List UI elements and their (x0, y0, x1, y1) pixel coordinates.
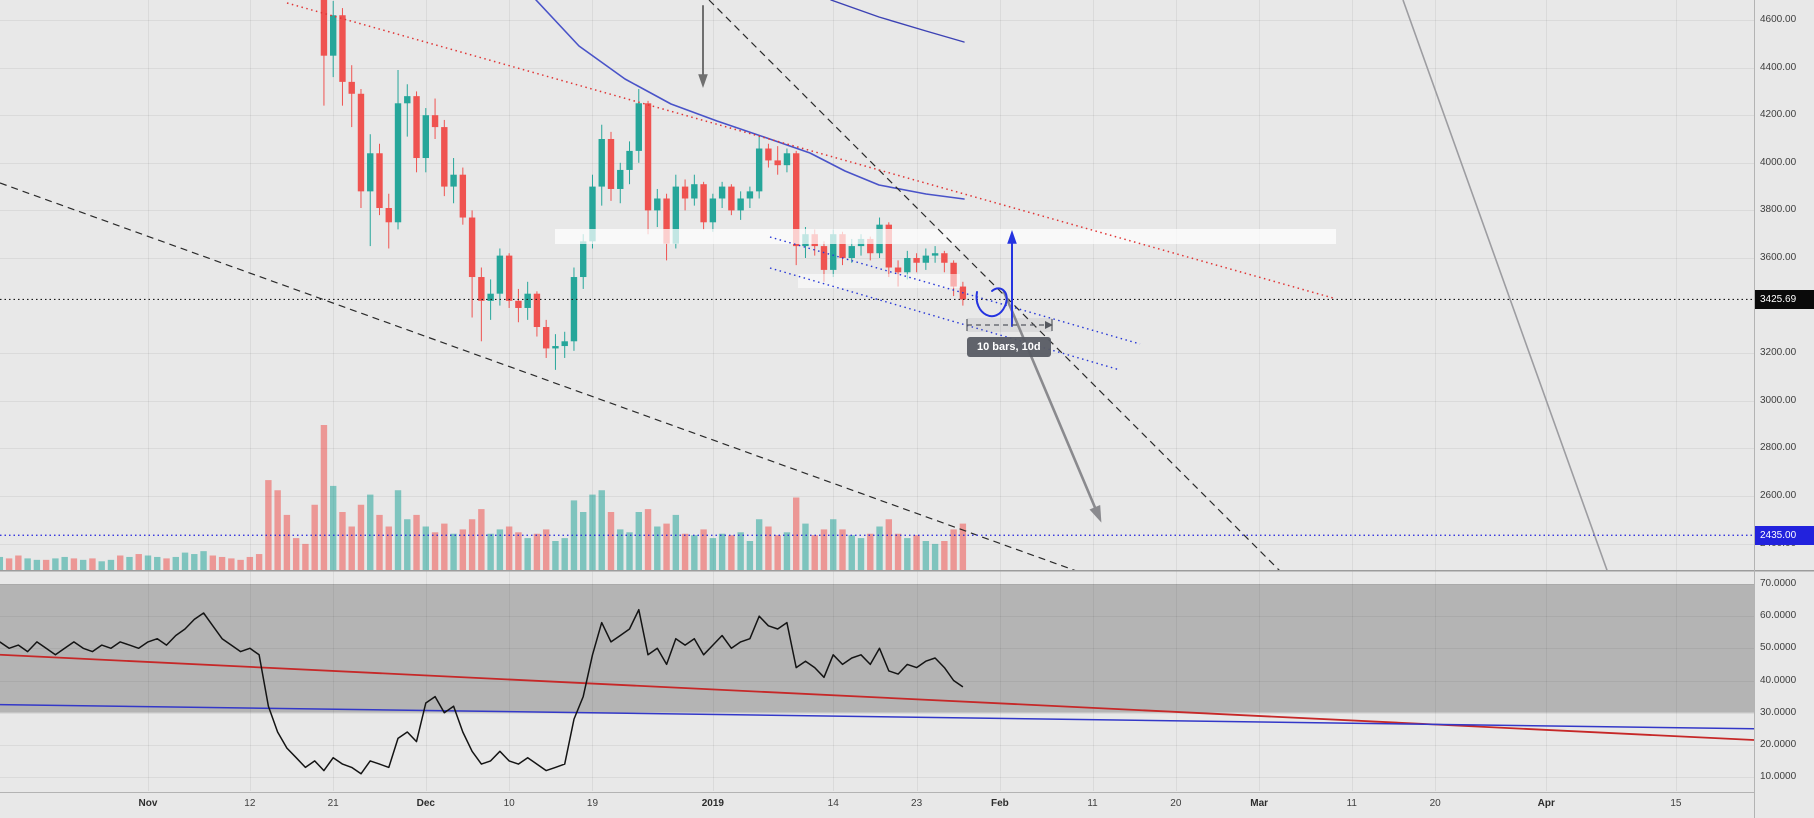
time-axis-label: 19 (586, 798, 599, 809)
price-axis-label: 2600.00 (1760, 489, 1797, 501)
time-axis-label: 2019 (701, 798, 724, 809)
indicator-axis-label: 70.0000 (1760, 578, 1797, 589)
resistance-zone-lower[interactable] (798, 274, 960, 288)
rsi-line (0, 608, 964, 775)
volume-bars (0, 425, 967, 570)
resistance-zone-upper[interactable] (555, 229, 1336, 244)
time-axis-label: 21 (327, 798, 339, 809)
time-axis-label: Dec (416, 798, 435, 809)
ma-line-short[interactable] (830, 0, 965, 43)
price-axis-label: 3000.00 (1760, 394, 1797, 406)
bounce-arrow-up[interactable] (1007, 230, 1017, 327)
time-axis[interactable]: Nov 12 21 Dec 10 19 2019 14 23 Feb 11 20 Mar 11 20 Apr 1… (0, 792, 1754, 818)
bounce-hook[interactable] (975, 287, 1008, 318)
candles (320, 0, 967, 370)
indicator-axis-label: 20.0000 (1760, 738, 1797, 750)
time-axis-label: 20 (1429, 798, 1441, 809)
blue-dotted-channel-upper[interactable] (769, 236, 1141, 345)
main-pane (0, 0, 1754, 573)
projection-arrow-down[interactable] (1002, 290, 1102, 523)
price-axis-label: 4400.00 (1760, 61, 1797, 73)
time-axis-label: Feb (991, 798, 1009, 809)
current-price-badge: 3425.69 (1755, 289, 1814, 309)
indicator-axis-label: 10.0000 (1760, 771, 1797, 782)
gray-trendline[interactable] (1402, 0, 1609, 573)
down-arrow-top[interactable] (698, 5, 708, 88)
time-axis-label: 14 (827, 798, 839, 809)
time-axis-label: 12 (244, 798, 256, 809)
price-axis-label: 4600.00 (1760, 13, 1797, 25)
time-axis-label: 11 (1346, 798, 1357, 809)
indicator-pane (0, 584, 1754, 775)
blue-dotted-channel-lower[interactable] (769, 267, 1121, 371)
measure-tool[interactable] (966, 318, 1053, 332)
time-axis-label: 23 (911, 798, 923, 809)
price-axis[interactable]: 3425.69 2435.00 4600.00 4400.00 4200.00 400… (1754, 0, 1814, 818)
indicator-band (0, 584, 1754, 713)
time-axis-label: 15 (1670, 798, 1682, 809)
indicator-blue-trendline[interactable] (0, 703, 1754, 730)
indicator-axis-label: 30.0000 (1760, 706, 1797, 718)
red-dotted-trendline[interactable] (286, 2, 1334, 299)
indicator-red-trendline[interactable] (0, 653, 1754, 741)
alert-price-badge: 2435.00 (1755, 525, 1814, 545)
indicator-axis-label: 50.0000 (1760, 642, 1797, 654)
indicator-axis-label: 60.0000 (1760, 610, 1797, 622)
time-axis-label: 20 (1170, 798, 1182, 809)
price-axis-label: 3800.00 (1760, 204, 1797, 216)
time-axis-label: Nov (138, 798, 158, 809)
price-axis-label: 4000.00 (1760, 156, 1797, 168)
time-axis-label: Apr (1537, 798, 1555, 809)
time-axis-label: 11 (1087, 798, 1098, 809)
price-axis-label: 2800.00 (1760, 442, 1797, 454)
price-axis-label: 3600.00 (1760, 251, 1797, 263)
gridlines (0, 0, 1754, 791)
steep-dashed-trendline[interactable] (708, 0, 1282, 573)
time-axis-label: Mar (1250, 798, 1269, 809)
measure-tooltip: 10 bars, 10d (967, 337, 1051, 357)
price-axis-label: 3200.00 (1760, 347, 1797, 359)
indicator-axis-label: 40.0000 (1760, 674, 1797, 686)
time-axis-label: 10 (503, 798, 515, 809)
price-axis-label: 4200.00 (1760, 109, 1797, 121)
